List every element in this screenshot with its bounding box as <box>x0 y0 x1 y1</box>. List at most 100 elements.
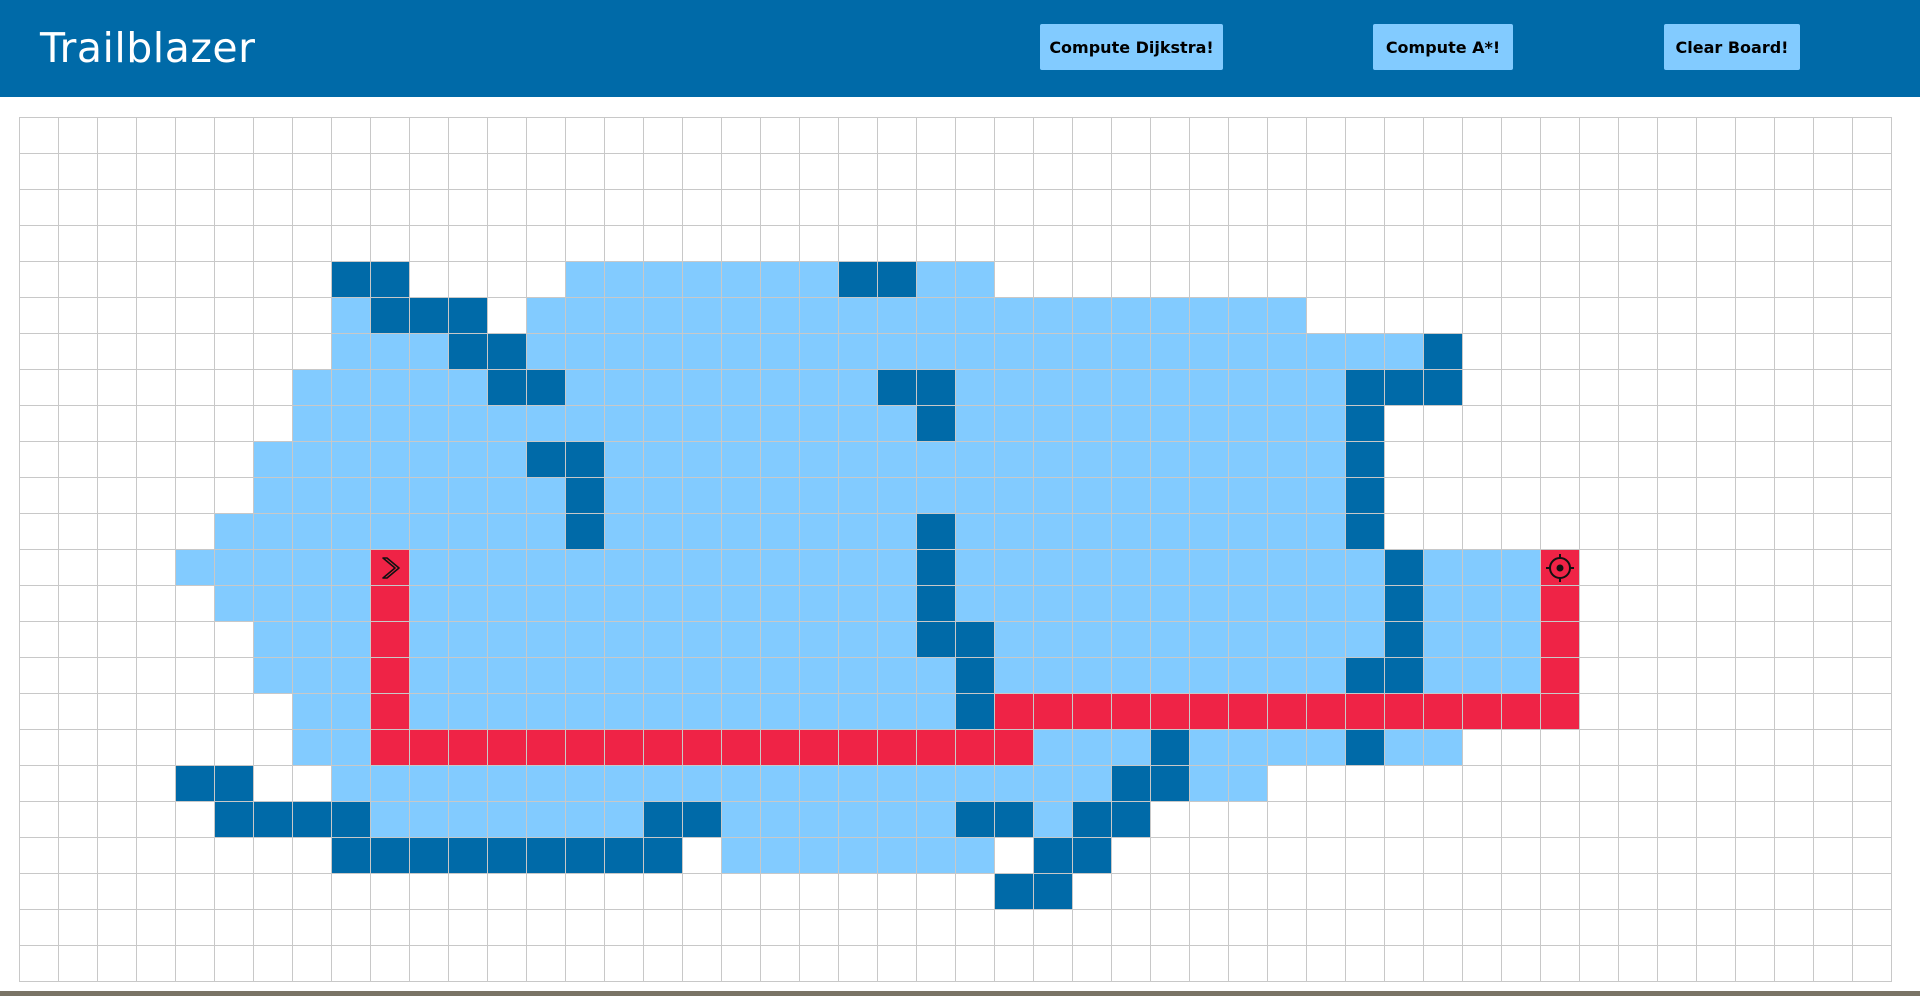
grid-cell-visited[interactable] <box>1034 730 1072 765</box>
grid-cell-visited[interactable] <box>254 478 292 513</box>
grid-cell-empty[interactable] <box>215 370 253 405</box>
grid-cell-empty[interactable] <box>1736 910 1774 945</box>
grid-cell-visited[interactable] <box>800 586 838 621</box>
grid-cell-visited[interactable] <box>488 658 526 693</box>
grid-cell-empty[interactable] <box>1541 154 1579 189</box>
grid-cell-empty[interactable] <box>1112 838 1150 873</box>
grid-cell-empty[interactable] <box>605 154 643 189</box>
grid-cell-empty[interactable] <box>1658 154 1696 189</box>
grid-cell-visited[interactable] <box>1229 622 1267 657</box>
grid-cell-visited[interactable] <box>800 694 838 729</box>
grid-cell-empty[interactable] <box>20 406 58 441</box>
grid-cell-empty[interactable] <box>1463 442 1501 477</box>
grid-cell-empty[interactable] <box>878 946 916 981</box>
grid-cell-empty[interactable] <box>1385 298 1423 333</box>
grid-cell-empty[interactable] <box>20 550 58 585</box>
grid-cell-visited[interactable] <box>1307 586 1345 621</box>
grid-cell-visited[interactable] <box>878 550 916 585</box>
grid-cell-visited[interactable] <box>449 586 487 621</box>
grid-cell-visited[interactable] <box>800 658 838 693</box>
grid-cell-empty[interactable] <box>1736 658 1774 693</box>
grid-cell-empty[interactable] <box>1775 298 1813 333</box>
grid-cell-visited[interactable] <box>956 550 994 585</box>
grid-cell-visited[interactable] <box>1463 658 1501 693</box>
grid-cell-empty[interactable] <box>59 766 97 801</box>
grid-cell-visited[interactable] <box>1151 370 1189 405</box>
grid-cell-empty[interactable] <box>1541 442 1579 477</box>
grid-cell-empty[interactable] <box>1853 694 1891 729</box>
grid-cell-visited[interactable] <box>1034 478 1072 513</box>
grid-cell-visited[interactable] <box>449 406 487 441</box>
grid-cell-visited[interactable] <box>605 262 643 297</box>
grid-cell-empty[interactable] <box>1775 586 1813 621</box>
grid-cell-empty[interactable] <box>1034 262 1072 297</box>
grid-cell-empty[interactable] <box>1697 154 1735 189</box>
grid-cell-empty[interactable] <box>1814 262 1852 297</box>
grid-cell-empty[interactable] <box>1502 154 1540 189</box>
grid-cell-empty[interactable] <box>176 226 214 261</box>
grid-cell-wall[interactable] <box>1073 802 1111 837</box>
grid-cell-visited[interactable] <box>566 802 604 837</box>
grid-cell-empty[interactable] <box>449 946 487 981</box>
grid-cell-empty[interactable] <box>1034 190 1072 225</box>
grid-cell-visited[interactable] <box>839 514 877 549</box>
grid-cell-empty[interactable] <box>254 226 292 261</box>
grid-cell-empty[interactable] <box>1853 946 1891 981</box>
grid-cell-empty[interactable] <box>800 190 838 225</box>
grid-cell-empty[interactable] <box>371 226 409 261</box>
grid-cell-visited[interactable] <box>722 334 760 369</box>
grid-cell-visited[interactable] <box>332 370 370 405</box>
grid-cell-empty[interactable] <box>137 802 175 837</box>
grid-cell-empty[interactable] <box>1619 586 1657 621</box>
grid-cell-empty[interactable] <box>410 154 448 189</box>
grid-cell-wall[interactable] <box>1151 730 1189 765</box>
grid-cell-visited[interactable] <box>1190 406 1228 441</box>
grid-cell-empty[interactable] <box>1697 118 1735 153</box>
grid-cell-empty[interactable] <box>683 874 721 909</box>
grid-cell-empty[interactable] <box>1190 154 1228 189</box>
grid-cell-empty[interactable] <box>1541 838 1579 873</box>
grid-cell-empty[interactable] <box>1463 298 1501 333</box>
grid-cell-empty[interactable] <box>293 154 331 189</box>
grid-cell-empty[interactable] <box>1697 730 1735 765</box>
grid-cell-visited[interactable] <box>722 766 760 801</box>
grid-cell-visited[interactable] <box>800 802 838 837</box>
grid-cell-visited[interactable] <box>917 478 955 513</box>
grid-cell-visited[interactable] <box>1112 442 1150 477</box>
grid-cell-empty[interactable] <box>215 154 253 189</box>
grid-cell-visited[interactable] <box>293 514 331 549</box>
grid-cell-empty[interactable] <box>254 838 292 873</box>
grid-cell-visited[interactable] <box>410 622 448 657</box>
grid-cell-empty[interactable] <box>1424 910 1462 945</box>
grid-cell-visited[interactable] <box>800 550 838 585</box>
grid-cell-empty[interactable] <box>215 298 253 333</box>
grid-cell-visited[interactable] <box>605 586 643 621</box>
grid-cell-empty[interactable] <box>1346 874 1384 909</box>
grid-cell-empty[interactable] <box>1424 514 1462 549</box>
grid-cell-visited[interactable] <box>644 622 682 657</box>
grid-cell-visited[interactable] <box>293 406 331 441</box>
grid-cell-empty[interactable] <box>176 586 214 621</box>
grid-cell-empty[interactable] <box>1502 478 1540 513</box>
grid-cell-visited[interactable] <box>449 802 487 837</box>
grid-cell-visited[interactable] <box>371 514 409 549</box>
grid-cell-empty[interactable] <box>449 154 487 189</box>
grid-cell-empty[interactable] <box>98 802 136 837</box>
grid-cell-wall[interactable] <box>332 802 370 837</box>
grid-cell-empty[interactable] <box>605 118 643 153</box>
grid-cell-visited[interactable] <box>566 406 604 441</box>
grid-cell-wall[interactable] <box>1073 838 1111 873</box>
grid-cell-empty[interactable] <box>59 154 97 189</box>
grid-cell-visited[interactable] <box>995 478 1033 513</box>
grid-cell-empty[interactable] <box>1775 838 1813 873</box>
grid-cell-visited[interactable] <box>1424 658 1462 693</box>
grid-cell-empty[interactable] <box>1307 298 1345 333</box>
grid-cell-empty[interactable] <box>761 154 799 189</box>
grid-cell-empty[interactable] <box>254 118 292 153</box>
grid-cell-empty[interactable] <box>1151 874 1189 909</box>
grid-cell-visited[interactable] <box>917 658 955 693</box>
grid-cell-empty[interactable] <box>215 478 253 513</box>
grid-cell-empty[interactable] <box>1736 586 1774 621</box>
grid-cell-empty[interactable] <box>917 190 955 225</box>
grid-cell-empty[interactable] <box>995 226 1033 261</box>
